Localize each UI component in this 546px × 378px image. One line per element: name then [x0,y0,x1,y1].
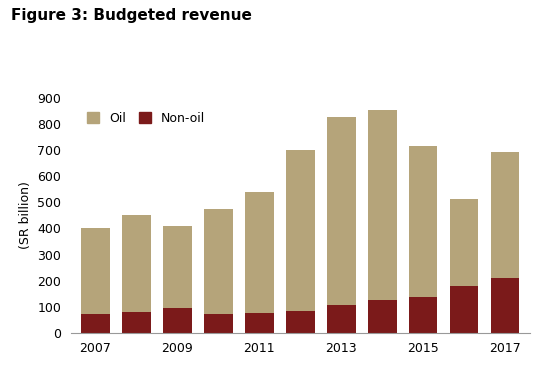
Text: Figure 3: Budgeted revenue: Figure 3: Budgeted revenue [11,8,252,23]
Bar [409,146,437,297]
Bar [122,215,151,312]
Legend: Oil, Non-oil: Oil, Non-oil [82,107,210,130]
Bar [204,314,233,333]
Bar [368,110,396,300]
Bar [327,305,355,333]
Bar [327,116,355,305]
Bar [286,150,314,310]
Bar [491,152,519,278]
Bar [81,314,110,333]
Bar [81,228,110,314]
Bar [450,198,478,286]
Bar [409,297,437,333]
Y-axis label: (SR billion): (SR billion) [19,181,32,249]
Bar [245,192,274,313]
Bar [368,300,396,333]
Bar [491,278,519,333]
Bar [245,313,274,333]
Bar [163,308,192,333]
Bar [163,226,192,308]
Bar [204,209,233,314]
Bar [122,312,151,333]
Bar [286,310,314,333]
Bar [450,286,478,333]
